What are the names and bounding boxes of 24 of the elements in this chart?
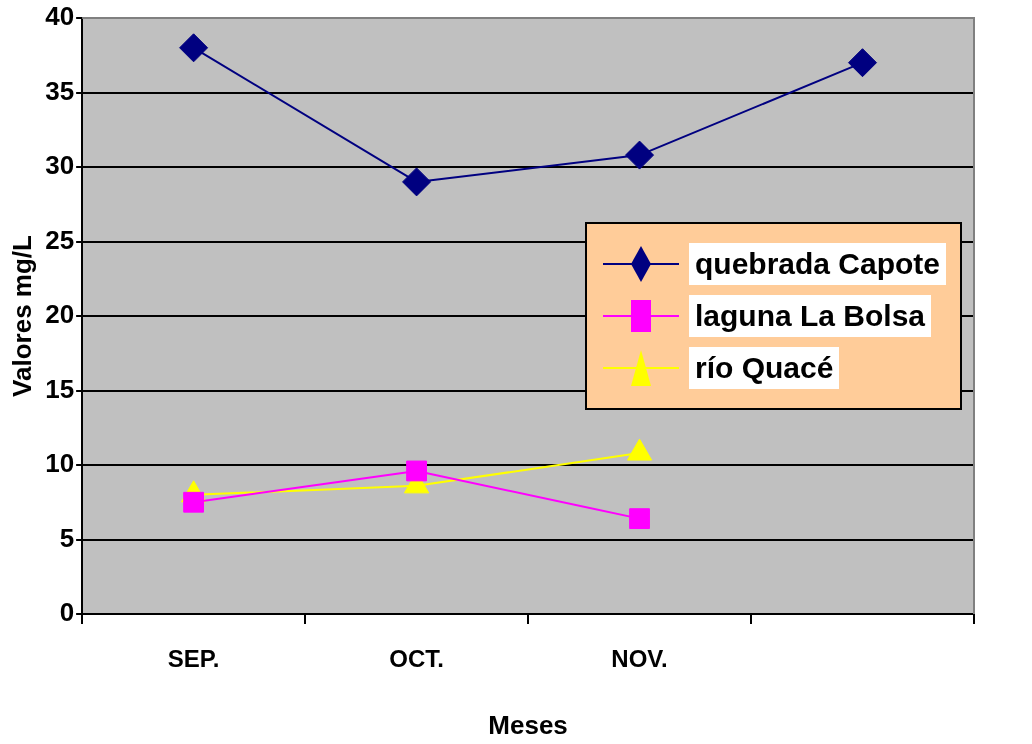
point bbox=[848, 48, 878, 78]
x-tick-label: OCT. bbox=[389, 645, 444, 673]
y-tick-label: 5 bbox=[59, 522, 75, 553]
point bbox=[406, 460, 427, 482]
x-tick-label: NOV. bbox=[611, 645, 668, 673]
y-tick-label: 20 bbox=[45, 299, 75, 330]
point bbox=[179, 33, 209, 63]
x-tick-label: SEP. bbox=[167, 645, 220, 673]
point bbox=[629, 508, 650, 530]
legend-label: río Quacé bbox=[689, 347, 840, 389]
point bbox=[183, 491, 204, 513]
point bbox=[625, 140, 655, 170]
y-tick-label: 15 bbox=[45, 373, 75, 404]
x-axis-title: Meses bbox=[488, 709, 568, 740]
y-tick-label: 30 bbox=[45, 150, 75, 181]
point bbox=[402, 167, 432, 197]
y-tick-label: 25 bbox=[45, 224, 75, 255]
y-tick-label: 40 bbox=[45, 1, 75, 32]
y-axis-title: Valores mg/L bbox=[6, 234, 37, 397]
legend-label: laguna La Bolsa bbox=[689, 295, 932, 337]
legend-label: quebrada Capote bbox=[689, 243, 947, 285]
y-tick-label: 10 bbox=[45, 448, 75, 479]
y-tick-label: 0 bbox=[59, 597, 75, 628]
y-tick-label: 35 bbox=[45, 75, 75, 106]
